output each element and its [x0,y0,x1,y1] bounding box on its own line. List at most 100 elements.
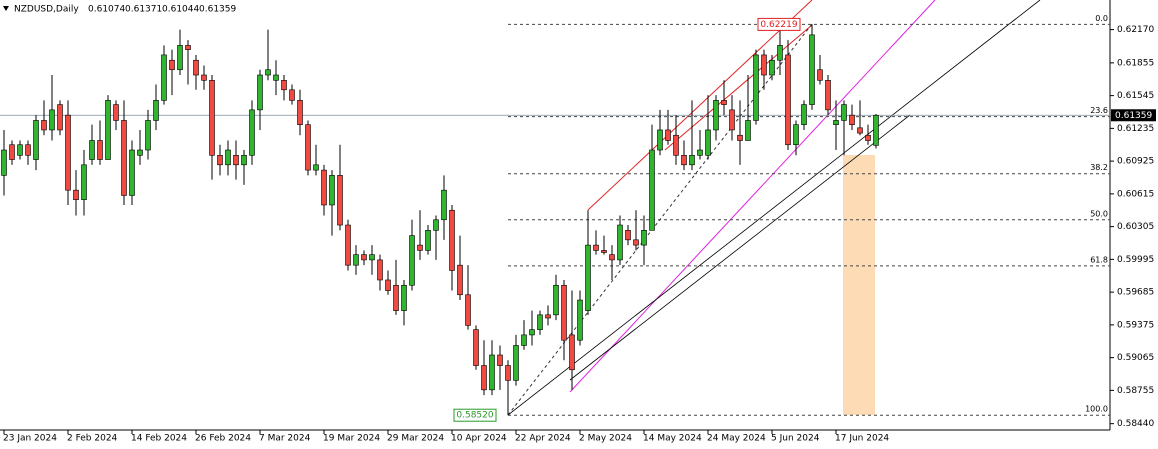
candle-body [537,314,543,330]
candle-body [401,284,407,311]
candle-body [873,114,879,146]
candle-body [609,254,615,261]
candle-body [561,284,567,341]
candle-body [585,244,591,311]
candle-body [633,239,639,246]
y-tick-label: 0.59685 [1117,288,1154,298]
candle-body [785,54,791,146]
y-tick-label: 0.58755 [1117,386,1154,396]
last-price-box [1111,109,1156,122]
trend-line [507,0,1041,416]
candle-body [33,120,39,160]
candle-body [137,149,143,156]
symbol: NZDUSD,Daily [14,5,79,15]
x-tick-label: 29 Mar 2024 [387,434,444,444]
candle-body [737,134,743,141]
candle-body [233,155,239,166]
y-tick-label: 0.58440 [1117,419,1154,429]
candle-body [449,209,455,271]
fibo-label: 100.0 [1085,405,1108,414]
candle-body [665,129,671,141]
high-value: 0.61371 [125,5,162,15]
candle-body [385,279,391,291]
candle-body [457,264,463,296]
candle-body [265,69,271,76]
candle-body [113,104,119,121]
candle-body [489,354,495,391]
candle-body [49,109,55,131]
candle-body [673,134,679,156]
candle-body [409,235,415,286]
x-tick-label: 24 May 2024 [707,434,766,444]
y-tick-label: 0.59065 [1117,353,1154,363]
candle-body [193,59,199,76]
x-tick-label: 14 Feb 2024 [131,434,187,444]
x-tick-label: 5 Jun 2024 [771,434,820,444]
candle-body [713,100,719,131]
symbol-icon [3,6,9,11]
candle-body [721,100,727,105]
y-tick-label: 0.61545 [1117,91,1154,101]
candle-body [793,124,799,146]
candle-body [281,79,287,91]
candle-body [625,230,631,241]
fibo-label: 50.0 [1090,209,1108,218]
candle-body [73,189,79,200]
candle-body [313,164,319,171]
x-tick-label: 26 Feb 2024 [195,434,251,444]
candle-body [425,230,431,251]
candle-body [89,140,95,160]
candle-body [9,144,15,160]
high-label: 0.62219 [760,20,797,30]
candle-body [257,74,263,111]
candle-body [337,175,343,226]
candle-body [649,149,655,231]
y-tick-label: 0.60305 [1117,222,1154,232]
candle-body [433,219,439,231]
candle-body [105,100,111,160]
candle-body [697,149,703,156]
candle-body [361,254,367,261]
x-tick-label: 2 May 2024 [579,434,632,444]
candle-body [81,164,87,200]
x-tick-label: 19 Mar 2024 [323,434,380,444]
y-tick-label: 0.60615 [1117,189,1154,199]
candle-body [833,120,839,125]
candle-body [497,354,503,366]
candle-body [521,334,527,346]
x-tick-label: 22 Apr 2024 [515,434,571,444]
candle-body [753,54,759,121]
candle-body [65,114,71,191]
candle-body [513,345,519,381]
candle-body [417,244,423,251]
y-tick-label: 0.60925 [1117,157,1154,167]
fibo-label: 38.2 [1090,163,1108,172]
candle-body [185,45,191,50]
candle-body [681,155,687,166]
fibo-label: 23.6 [1090,106,1108,115]
candle-body [41,120,47,131]
candle-body [273,74,279,81]
candle-body [25,144,31,156]
candle-body [297,100,303,125]
candle-body [729,109,735,131]
y-tick-label: 0.61855 [1117,58,1154,68]
candle-body [17,144,23,156]
candle-body [217,155,223,166]
candle-body [865,134,871,141]
candle-body [145,120,151,151]
candle-body [129,149,135,196]
candle-body [377,259,383,281]
candle-body [305,124,311,171]
open-value: 0.61074 [88,5,125,15]
candle-body [617,224,623,261]
candle-body [1,149,7,176]
candle-body [465,294,471,326]
candle-body [153,100,159,121]
candle-body [801,104,807,125]
candle-body [705,129,711,156]
candle-body [97,140,103,160]
candle-body [289,89,295,101]
